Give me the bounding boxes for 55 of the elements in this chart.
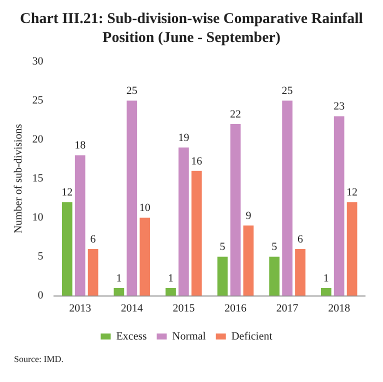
data-label: 25 xyxy=(126,84,138,97)
data-label: 12 xyxy=(62,186,73,198)
bar xyxy=(114,287,124,296)
bar xyxy=(320,287,332,296)
bar xyxy=(295,248,306,296)
data-label: 18 xyxy=(74,139,86,152)
x-tick-label: 2014 xyxy=(120,302,144,314)
chart-title: Chart III.21: Sub-division-wise Comparative Rainfall Position (June - September) xyxy=(19,10,364,48)
data-label: 19 xyxy=(178,131,190,144)
y-tick-label: 10 xyxy=(32,211,44,224)
x-tick-label: 2013 xyxy=(69,302,92,314)
data-label: 1 xyxy=(168,272,174,284)
data-label: 5 xyxy=(220,240,226,253)
legend-label: Normal xyxy=(172,330,206,342)
x-tick-label: 2016 xyxy=(224,302,247,314)
bar xyxy=(243,225,254,296)
bar xyxy=(74,154,86,296)
bar xyxy=(62,202,72,296)
x-tick-label: 2017 xyxy=(276,302,299,314)
data-label: 25 xyxy=(282,84,294,97)
bar xyxy=(282,100,292,296)
y-tick-label: 15 xyxy=(32,172,44,184)
y-tick-label: 0 xyxy=(38,289,44,302)
data-label: 23 xyxy=(334,100,346,112)
y-tick-label: 30 xyxy=(32,54,44,67)
data-label: 1 xyxy=(116,272,122,284)
bar xyxy=(217,256,228,296)
bar xyxy=(126,100,138,296)
data-label: 22 xyxy=(230,108,241,120)
data-label: 16 xyxy=(191,154,203,167)
y-axis-title: Number of sub-divisions xyxy=(12,124,24,233)
bar xyxy=(269,256,280,296)
legend-label: Excess xyxy=(116,330,147,342)
data-label: 12 xyxy=(346,186,358,198)
bar xyxy=(140,217,150,296)
data-label: 10 xyxy=(139,202,151,214)
bar xyxy=(166,287,176,296)
legend-label: Deficient xyxy=(231,330,272,342)
bar xyxy=(178,146,189,296)
data-label: 6 xyxy=(90,232,96,245)
data-label: 5 xyxy=(272,240,278,253)
bar xyxy=(346,202,358,296)
bar xyxy=(191,170,202,296)
bar xyxy=(230,124,241,296)
data-label: 1 xyxy=(323,272,329,284)
source-note: Source: IMD. xyxy=(13,354,64,364)
x-tick-label: 2015 xyxy=(172,302,196,314)
bar xyxy=(88,248,98,296)
y-tick-label: 20 xyxy=(32,133,44,146)
y-tick-label: 25 xyxy=(32,94,44,106)
bar xyxy=(334,116,344,296)
data-label: 6 xyxy=(298,232,304,245)
data-label: 9 xyxy=(246,209,252,222)
x-tick-label: 2018 xyxy=(328,302,351,314)
y-tick-label: 5 xyxy=(38,250,44,262)
